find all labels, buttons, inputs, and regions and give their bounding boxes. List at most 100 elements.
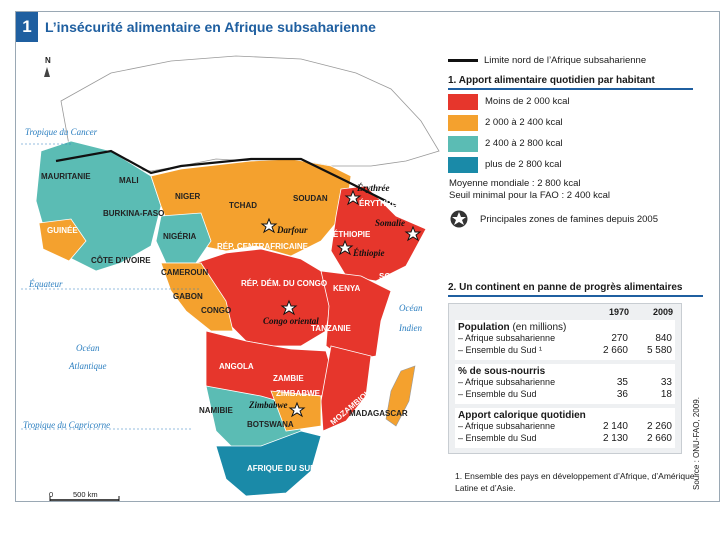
country-label: NIGER <box>175 192 201 201</box>
legend-swatch <box>448 156 478 173</box>
country-label: ÉTHIOPIE <box>333 230 371 239</box>
scale-bar-icon <box>49 496 120 501</box>
country-label: CAMEROUN <box>161 268 208 277</box>
table-footnote: 1. Ensemble des pays en développement d’… <box>455 471 695 493</box>
year-header: 1970 <box>609 307 630 317</box>
table-title: 2. Un continent en panne de progrès alim… <box>448 282 703 297</box>
country-label: GUINÉE <box>47 226 78 235</box>
legend-seuil: Seuil minimal pour la FAO : 2 400 kcal <box>449 190 611 201</box>
africa-map: N Tropique du Cancer Équateur Tropique d… <box>16 42 440 501</box>
legend-limit-label: Limite nord de l’Afrique subsaharienne <box>484 54 647 66</box>
map-scale: 0 500 km <box>49 490 129 501</box>
legend-moyenne: Moyenne mondiale : 2 800 kcal <box>449 178 581 189</box>
country-label: TCHAD <box>229 201 257 210</box>
famine-star-icons <box>260 189 422 418</box>
figure-frame: 1 L’insécurité alimentaire en Afrique su… <box>15 11 720 502</box>
legend-item-label: 2 400 à 2 800 kcal <box>485 138 563 149</box>
famine-star-icon <box>336 239 354 256</box>
famine-label: Congo oriental <box>263 316 319 326</box>
table-box: 1970 2009 Population (en millions) – Afr… <box>448 303 682 454</box>
country-label: ZAMBIE <box>273 374 304 383</box>
table-section: % de sous-nourris – Afrique subsaharienn… <box>455 364 675 404</box>
region-guinea <box>38 218 87 262</box>
famine-star-icon <box>288 401 306 418</box>
region-horn-of-africa <box>330 185 427 282</box>
region-south-africa <box>215 430 322 497</box>
table-row: – Afrique subsaharienne 2 140 2 260 <box>458 421 672 432</box>
country-label: CÔTE D’IVOIRE <box>91 256 151 265</box>
year-header: 2009 <box>653 307 674 317</box>
legend-swatch <box>448 93 478 110</box>
famine-star-icon <box>280 299 298 316</box>
legend-section1-title: 1. Apport alimentaire quotidien par habi… <box>448 75 693 90</box>
source-note: Source : ONU-FAO, 2009. <box>692 397 701 490</box>
famine-label: Darfour <box>276 225 308 235</box>
country-label: RÉP. CENTRAFRICAINE <box>217 242 309 251</box>
scale-zero: 0 <box>49 490 54 499</box>
limit-line-swatch <box>448 58 478 62</box>
country-label: ANGOLA <box>219 362 254 371</box>
north-africa-region <box>60 55 440 172</box>
region-madagascar <box>385 365 416 427</box>
stats-table: 2. Un continent en panne de progrès alim… <box>448 282 703 454</box>
country-label: KENYA <box>333 284 360 293</box>
country-label: NAMIBIE <box>199 406 233 415</box>
country-label: RÉP. DÉM. DU CONGO <box>241 279 327 288</box>
legend-item-label: plus de 2 800 kcal <box>485 159 562 170</box>
famine-label: Somalie <box>375 218 405 228</box>
table-header-row: 1970 2009 <box>449 304 681 320</box>
legend: Limite nord de l’Afrique subsaharienne 1… <box>448 52 703 228</box>
famine-star-icon <box>344 189 362 206</box>
table-section: Apport calorique quotidien – Afrique sub… <box>455 408 675 448</box>
country-label: MALI <box>119 176 139 185</box>
country-label: BURKINA-FASO <box>103 209 164 218</box>
country-label: TANZANIE <box>311 324 352 333</box>
region-cameroun-gabon <box>160 262 234 332</box>
table-row: – Ensemble du Sud 2 130 2 660 <box>458 433 672 444</box>
ocean-atlantique-label-1: Océan <box>76 343 100 353</box>
legend-famine-row: Principales zones de famines depuis 2005 <box>448 210 703 228</box>
famine-star-icon <box>260 217 278 234</box>
figure-title: L’insécurité alimentaire en Afrique subs… <box>45 19 376 35</box>
tropique-cancer-label: Tropique du Cancer <box>25 127 98 137</box>
scale-km: 500 km <box>73 490 98 499</box>
famine-label: Zimbabwe <box>248 400 288 410</box>
ocean-indien-label-2: Indien <box>398 323 422 333</box>
title-bar: 1 L’insécurité alimentaire en Afrique su… <box>16 12 376 42</box>
famine-label: Érythrée <box>356 183 390 193</box>
country-label: NIGÉRIA <box>163 232 197 241</box>
region-east-africa <box>320 270 392 362</box>
table-row: – Ensemble du Sud 36 18 <box>458 389 672 400</box>
legend-limit-row: Limite nord de l’Afrique subsaharienne <box>448 52 703 68</box>
tropique-capricorne-label: Tropique du Capricorne <box>23 420 110 430</box>
ocean-atlantique-label-2: Atlantique <box>68 361 107 371</box>
ocean-indien-label-1: Océan <box>399 303 423 313</box>
country-label: ZIMBABWE <box>276 389 321 398</box>
table-section: Population (en millions) – Afrique subsa… <box>455 320 675 360</box>
legend-item: Moins de 2 000 kcal <box>448 92 703 111</box>
country-label: ÉRYTHRÉE <box>359 199 403 208</box>
country-label: SOMALIE <box>379 272 416 281</box>
north-arrow-label: N <box>45 56 51 65</box>
table-row: – Afrique subsaharienne 35 33 <box>458 377 672 388</box>
figure-number: 1 <box>16 12 38 42</box>
subsaharan-limit-line <box>55 149 397 207</box>
country-label: CONGO <box>201 306 231 315</box>
legend-item-label: 2 000 à 2 400 kcal <box>485 117 563 128</box>
country-label: MADAGASCAR <box>349 409 408 418</box>
section-head: Apport calorique quotidien <box>458 410 586 421</box>
country-label: MAURITANIE <box>41 172 91 181</box>
country-label: SOUDAN <box>293 194 328 203</box>
legend-item: 2 000 à 2 400 kcal <box>448 113 703 132</box>
legend-swatch <box>448 135 478 152</box>
table-row: – Afrique subsaharienne 270 840 <box>458 333 672 344</box>
section-head: Population (en millions) <box>458 322 567 333</box>
famine-star-icon <box>450 210 468 228</box>
legend-item: plus de 2 800 kcal <box>448 155 703 174</box>
country-label: AFRIQUE DU SUD <box>247 464 316 473</box>
legend-famine-label: Principales zones de famines depuis 2005 <box>480 213 658 225</box>
section-head: % de sous-nourris <box>458 366 546 377</box>
north-arrow-icon <box>44 67 50 77</box>
equateur-label: Équateur <box>28 279 63 289</box>
